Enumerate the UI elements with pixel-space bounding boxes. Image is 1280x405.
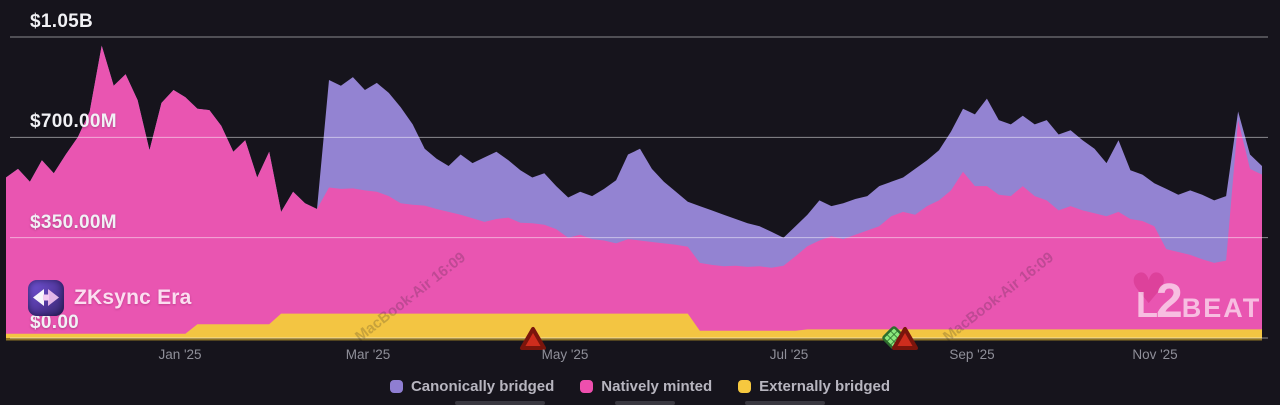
zksync-logo-icon <box>28 280 64 316</box>
legend-item-externally-bridged[interactable]: Externally bridged <box>738 378 890 395</box>
incident-triangle-marker[interactable] <box>520 327 546 350</box>
area-layer <box>6 45 1262 338</box>
legend-swatch <box>738 380 752 393</box>
project-badge: ZKsync Era <box>28 280 192 316</box>
y-axis-tick-label: $1.05B <box>30 11 94 32</box>
x-axis-tick-label: Nov '25 <box>1132 347 1178 362</box>
y-axis-tick-label: $350.00M <box>30 211 117 233</box>
baseline-edge <box>6 338 1262 341</box>
incident-triangle-marker[interactable] <box>892 327 918 350</box>
legend-item-canonically-bridged[interactable]: Canonically bridged <box>389 378 555 395</box>
y-axis-tick-label: $700.00M <box>30 111 117 133</box>
x-axis-tick-label: Mar '25 <box>345 347 391 362</box>
x-axis-tick-label: May '25 <box>541 347 589 362</box>
legend-swatch <box>389 380 403 393</box>
project-name: ZKsync Era <box>74 286 192 309</box>
area-layer <box>6 313 1262 338</box>
x-axis-tick-label: Jan '25 <box>158 347 202 362</box>
legend-second-row-cropped <box>0 401 1280 405</box>
l2beat-logo-l: L <box>1136 284 1158 325</box>
x-axis-tick-label: Sep '25 <box>949 347 995 362</box>
legend-label: Externally bridged <box>759 378 891 395</box>
l2beat-logo-beat: BEAT <box>1181 293 1262 323</box>
legend-swatch <box>580 380 594 393</box>
heart-icon: ♥ <box>1130 264 1168 313</box>
l2beat-logo: ♥ L2BEAT <box>1130 264 1264 328</box>
chart-legend: Canonically bridged Natively minted Extern… <box>0 378 1280 395</box>
l2beat-logo-2: 2 <box>1156 275 1183 328</box>
x-axis-tick-label: Jul '25 <box>769 347 809 362</box>
legend-label: Canonically bridged <box>410 378 555 395</box>
legend-item-natively-minted[interactable]: Natively minted <box>580 378 712 395</box>
y-axis-tick-label: $0.00 <box>30 312 80 333</box>
legend-label: Natively minted <box>601 378 713 395</box>
